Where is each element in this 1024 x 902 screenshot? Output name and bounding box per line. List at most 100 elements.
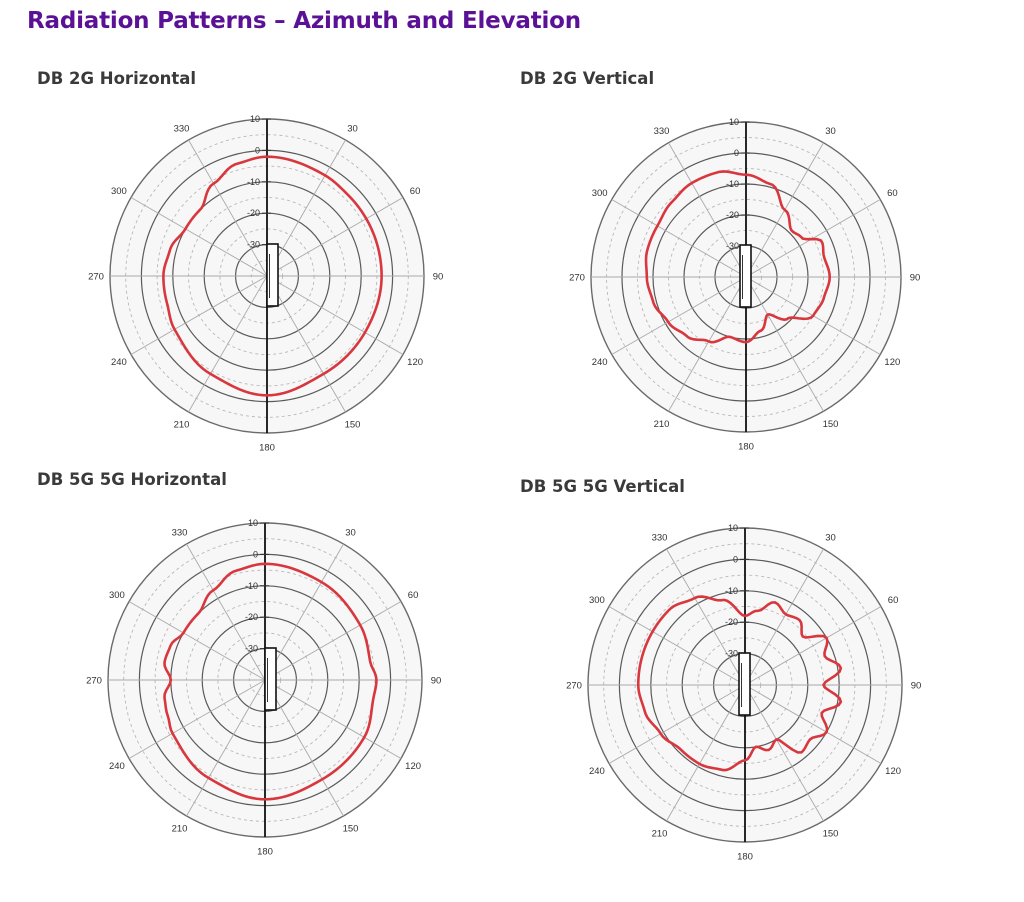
grid-spoke [186, 543, 266, 681]
angle-label: 240 [589, 766, 605, 777]
grid-ring [650, 590, 840, 780]
angle-label: 150 [345, 420, 361, 431]
antenna-device-outline [266, 243, 279, 307]
chart-title-5g-horizontal: DB 5G 5G Horizontal [37, 470, 227, 489]
angle-label: 90 [431, 676, 442, 687]
grid-spoke [264, 543, 344, 681]
grid-spoke [130, 197, 268, 277]
grid-ring [618, 558, 872, 812]
grid-spoke [745, 142, 824, 278]
radial-label: 0 [733, 554, 738, 564]
grid-ring [170, 585, 360, 775]
angle-label: 300 [111, 186, 127, 197]
radial-label: -20 [245, 612, 258, 622]
grid-spoke [666, 684, 746, 822]
grid-ring [712, 652, 777, 717]
radial-label: 10 [729, 117, 739, 127]
grid-ring-dashed [156, 165, 378, 387]
radial-label: 0 [734, 148, 739, 158]
chart-title-5g-vertical: DB 5G 5G Vertical [520, 477, 685, 496]
grid-ring-dashed [217, 632, 313, 728]
grid-ring-dashed [188, 197, 346, 355]
outer-ring [587, 527, 903, 843]
grid-ring [140, 149, 394, 403]
angle-label: 330 [172, 527, 188, 538]
angle-label: 150 [343, 824, 359, 835]
angle-label: 120 [884, 357, 900, 368]
chart-title-2g-vertical: DB 2G Vertical [520, 69, 655, 88]
angle-label: 300 [592, 188, 608, 199]
grid-ring [201, 616, 329, 744]
angle-label: 210 [174, 420, 190, 431]
grid-spoke [188, 275, 268, 413]
grid-spoke [745, 199, 881, 278]
grid-ring-dashed [634, 574, 856, 796]
radiation-pattern-line [162, 155, 383, 397]
angle-label: 90 [910, 273, 921, 284]
angle-label: 270 [88, 272, 104, 283]
grid-ring [681, 621, 809, 749]
radial-label: 10 [250, 114, 260, 124]
antenna-device-outline [264, 647, 277, 711]
radial-label: 10 [248, 518, 258, 528]
angle-label: 30 [345, 527, 356, 538]
grid-ring [233, 647, 298, 712]
grid-spoke [130, 275, 268, 355]
angle-label: 300 [109, 590, 125, 601]
angle-label: 180 [257, 847, 273, 858]
angle-label: 300 [589, 595, 605, 606]
grid-ring-dashed [637, 168, 855, 386]
grid-ring [683, 214, 809, 340]
angle-label: 330 [652, 532, 668, 543]
radiation-pattern-line [636, 595, 843, 772]
outer-ring [107, 522, 423, 838]
angle-label: 330 [174, 123, 190, 134]
grid-spoke [266, 139, 346, 277]
angle-label: 330 [654, 126, 670, 137]
grid-spoke [745, 276, 881, 355]
radial-label: -20 [247, 208, 260, 218]
grid-spoke [264, 601, 402, 681]
grid-spoke [188, 139, 268, 277]
angle-label: 60 [410, 186, 421, 197]
antenna-device-outline [738, 652, 751, 716]
antenna-device-outline [739, 244, 752, 308]
angle-label: 270 [569, 273, 585, 284]
grid-spoke [266, 275, 404, 355]
grid-ring [652, 183, 840, 371]
outer-ring [109, 118, 425, 434]
angle-label: 60 [887, 188, 898, 199]
grid-ring [714, 245, 778, 309]
grid-spoke [666, 548, 746, 686]
angle-label: 60 [408, 590, 419, 601]
page-title: Radiation Patterns – Azimuth and Elevati… [27, 8, 581, 34]
radial-label: -30 [726, 241, 739, 251]
grid-spoke [264, 679, 344, 817]
angle-label: 270 [566, 681, 582, 692]
grid-ring-dashed [186, 601, 344, 759]
grid-ring-dashed [248, 663, 282, 697]
grid-ring-dashed [730, 261, 762, 293]
angle-label: 210 [172, 824, 188, 835]
radial-label: -10 [725, 586, 738, 596]
angle-label: 90 [911, 681, 922, 692]
grid-ring-dashed [606, 137, 886, 417]
radial-label: -10 [245, 581, 258, 591]
radial-label: -10 [726, 179, 739, 189]
radial-label: -10 [247, 177, 260, 187]
grid-ring-dashed [668, 199, 824, 355]
angle-label: 120 [407, 357, 423, 368]
grid-spoke [744, 606, 882, 686]
grid-ring [138, 553, 392, 807]
angle-label: 150 [823, 829, 839, 840]
grid-ring-dashed [219, 228, 315, 324]
angle-label: 240 [109, 761, 125, 772]
angle-label: 30 [825, 126, 836, 137]
grid-spoke [128, 601, 266, 681]
angle-label: 30 [825, 532, 836, 543]
radiation-pattern-line [163, 562, 378, 801]
angle-label: 210 [652, 829, 668, 840]
